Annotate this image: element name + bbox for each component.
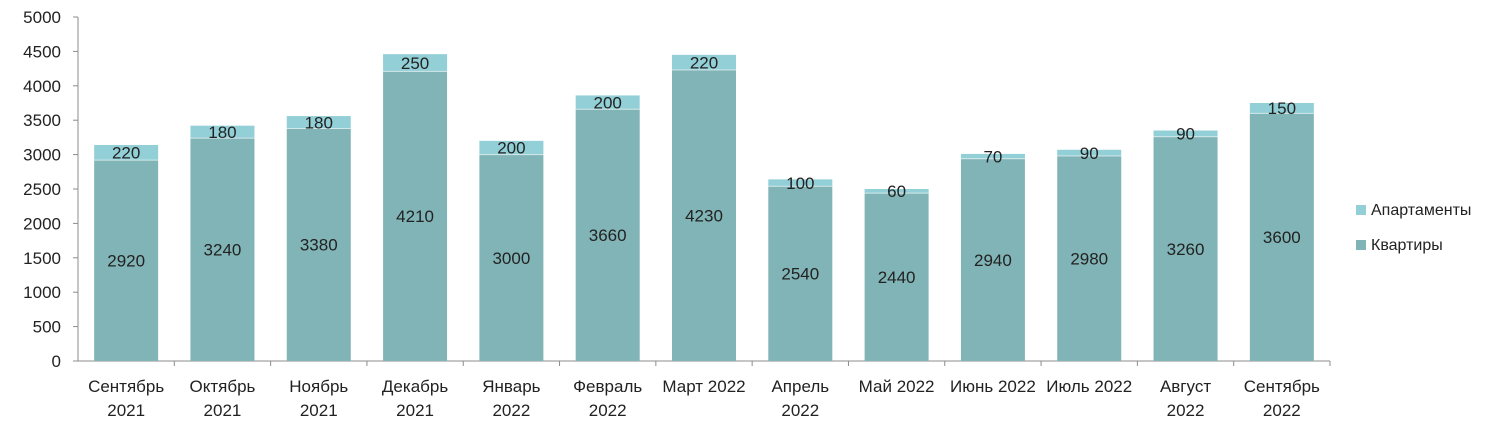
bar-kvartiry (1057, 155, 1122, 361)
x-tick-label: 2021 (300, 401, 338, 420)
bar-kvartiry (190, 138, 255, 361)
y-tick-label: 2500 (23, 180, 61, 199)
y-tick-label: 1500 (23, 249, 61, 268)
data-label-kvartiry: 3240 (204, 241, 242, 260)
data-label-kvartiry: 2540 (781, 265, 819, 284)
data-label-kvartiry: 2940 (974, 251, 1012, 270)
x-tick-label: Август (1160, 377, 1211, 396)
data-label-kvartiry: 3000 (492, 249, 530, 268)
bar-apartamenty (575, 95, 640, 110)
data-label-kvartiry: 3260 (1167, 240, 1205, 259)
y-tick-label: 5000 (23, 8, 61, 27)
data-label-apartamenty: 220 (112, 144, 140, 163)
x-tick-label: Май 2022 (859, 377, 935, 396)
x-tick-label: Декабрь (382, 377, 448, 396)
x-tick-label: 2022 (589, 401, 627, 420)
bar-apartamenty (479, 140, 544, 155)
x-tick-label: Сентябрь (88, 377, 164, 396)
x-tick-label: Ноябрь (289, 377, 348, 396)
bar-apartamenty (1153, 130, 1218, 137)
x-tick-label: Октябрь (190, 377, 256, 396)
data-label-apartamenty: 150 (1268, 99, 1296, 118)
bar-kvartiry (768, 186, 833, 361)
data-label-kvartiry: 2440 (878, 268, 916, 287)
x-tick-label: Апрель (771, 377, 829, 396)
data-label-apartamenty: 90 (1176, 125, 1195, 144)
data-label-kvartiry: 2920 (107, 252, 145, 271)
bar-apartamenty (672, 54, 736, 70)
legend-label: Квартиры (1371, 237, 1443, 254)
data-label-kvartiry: 3660 (589, 226, 627, 245)
bar-apartamenty (94, 144, 159, 161)
bar-apartamenty (286, 116, 351, 129)
bar-apartamenty (1249, 103, 1314, 114)
data-label-apartamenty: 90 (1080, 144, 1099, 163)
x-tick-label: 2022 (781, 401, 819, 420)
data-label-apartamenty: 250 (401, 54, 429, 73)
data-label-apartamenty: 100 (786, 174, 814, 193)
bar-kvartiry (575, 109, 640, 361)
bar-kvartiry (479, 154, 544, 361)
x-tick-label: 2022 (492, 401, 530, 420)
x-tick-label: 2022 (1167, 401, 1205, 420)
bar-apartamenty (864, 189, 929, 194)
data-label-kvartiry: 4210 (396, 207, 434, 226)
x-tick-label: 2021 (204, 401, 242, 420)
legend-label: Апартаменты (1371, 202, 1471, 219)
data-label-apartamenty: 180 (305, 113, 333, 132)
x-tick-label: 2022 (1263, 401, 1301, 420)
bar-apartamenty (1057, 149, 1122, 156)
x-tick-label: 2021 (107, 401, 145, 420)
bar-kvartiry (864, 193, 929, 361)
legend-swatch (1356, 205, 1366, 215)
x-tick-label: Июль 2022 (1046, 377, 1132, 396)
x-tick-label: 2021 (396, 401, 434, 420)
y-tick-label: 1000 (23, 283, 61, 302)
y-tick-label: 4000 (23, 77, 61, 96)
bar-apartamenty (960, 153, 1025, 159)
data-label-apartamenty: 200 (594, 93, 622, 112)
y-tick-label: 0 (52, 352, 61, 371)
x-tick-label: Февраль (573, 377, 642, 396)
y-tick-label: 3000 (23, 146, 61, 165)
data-label-kvartiry: 2980 (1070, 249, 1108, 268)
bar-apartamenty (383, 54, 448, 72)
y-tick-label: 4500 (23, 42, 61, 61)
bar-kvartiry (94, 160, 159, 361)
data-label-apartamenty: 60 (887, 182, 906, 201)
x-tick-label: Июнь 2022 (950, 377, 1036, 396)
bar-kvartiry (672, 69, 736, 361)
bar-kvartiry (286, 128, 351, 361)
legend-swatch (1356, 240, 1366, 250)
y-tick-label: 3500 (23, 111, 61, 130)
bar-kvartiry (960, 158, 1025, 361)
bar-kvartiry (383, 71, 448, 362)
data-label-apartamenty: 200 (497, 139, 525, 158)
bar-apartamenty (190, 125, 255, 139)
bar-apartamenty (768, 179, 833, 187)
x-tick-label: Январь (482, 377, 540, 396)
x-tick-label: Март 2022 (662, 377, 745, 396)
data-label-kvartiry: 3600 (1263, 228, 1301, 247)
data-label-apartamenty: 220 (690, 53, 718, 72)
data-label-apartamenty: 70 (983, 147, 1002, 166)
data-label-apartamenty: 180 (208, 123, 236, 142)
y-tick-label: 2000 (23, 214, 61, 233)
y-tick-label: 500 (33, 318, 61, 337)
bar-kvartiry (1153, 136, 1218, 361)
x-tick-label: Сентябрь (1244, 377, 1320, 396)
bar-kvartiry (1249, 113, 1314, 361)
data-label-kvartiry: 4230 (685, 206, 723, 225)
data-label-kvartiry: 3380 (300, 236, 338, 255)
